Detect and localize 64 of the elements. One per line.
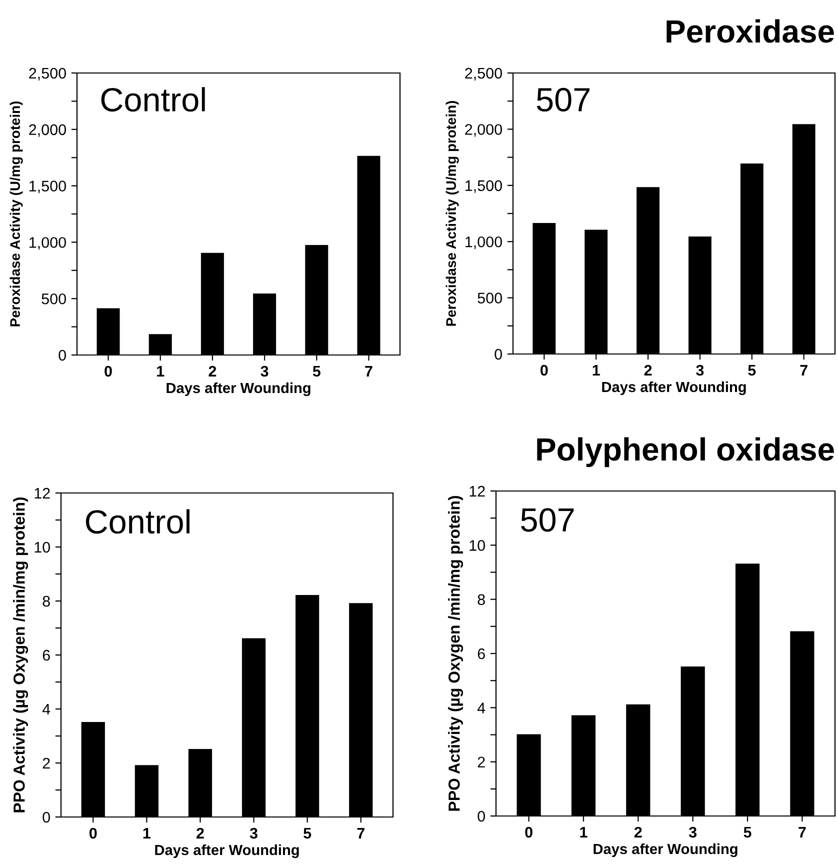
y-tick-label: 2,000 bbox=[465, 124, 502, 137]
annotation: Control bbox=[86, 509, 190, 534]
y-tick-label: 1,500 bbox=[466, 180, 502, 193]
x-tick-label: 3 bbox=[260, 366, 268, 377]
y-tick-label: 4 bbox=[42, 704, 50, 715]
x-tick-label: 5 bbox=[748, 364, 756, 376]
x-tick-label: 0 bbox=[525, 826, 532, 838]
y-tick-label: 0 bbox=[58, 350, 66, 361]
x-tick-label: 1 bbox=[143, 828, 150, 838]
y-tick-label: 2,500 bbox=[465, 68, 502, 80]
y-tick-label: 0 bbox=[42, 812, 50, 823]
y-tick-label: 12 bbox=[34, 488, 50, 499]
y-tick-label: 6 bbox=[478, 648, 485, 660]
y-tick-label: 1,500 bbox=[30, 180, 66, 194]
annotation: Control bbox=[101, 87, 205, 112]
chart-title: Polyphenol oxidase bbox=[537, 437, 834, 468]
y-axis-title: PPO Activity (µg Oxygen /min/mg protein) bbox=[448, 496, 464, 811]
y-tick-label: 8 bbox=[478, 594, 485, 606]
x-tick-label: 5 bbox=[312, 366, 320, 377]
chart-title: Peroxidase bbox=[666, 19, 834, 43]
x-tick-label: 1 bbox=[580, 826, 588, 838]
x-tick-label: 0 bbox=[540, 364, 548, 376]
x-tick-label: 7 bbox=[365, 366, 372, 376]
x-tick-label: 7 bbox=[800, 364, 808, 376]
x-tick-label: 5 bbox=[744, 826, 752, 838]
x-axis-title: Days after Wounding bbox=[594, 843, 738, 858]
y-tick-label: 1,000 bbox=[30, 237, 66, 250]
x-tick-label: 3 bbox=[696, 364, 704, 376]
x-tick-label: 3 bbox=[688, 826, 697, 838]
y-tick-label: 2,000 bbox=[29, 124, 66, 137]
y-tick-label: 6 bbox=[42, 650, 50, 661]
x-tick-label: 2 bbox=[634, 826, 642, 838]
x-tick-label: 3 bbox=[250, 828, 258, 839]
x-tick-label: 7 bbox=[357, 828, 364, 838]
y-tick-label: 12 bbox=[470, 486, 485, 497]
y-tick-label: 500 bbox=[478, 292, 502, 304]
x-tick-label: 7 bbox=[798, 826, 806, 838]
y-axis-title: Peroxidase Activity (U/mg protein) bbox=[10, 101, 23, 326]
x-tick-label: 0 bbox=[104, 366, 112, 377]
x-tick-label: 2 bbox=[208, 366, 216, 376]
x-tick-label: 1 bbox=[157, 366, 164, 376]
y-tick-label: 2,500 bbox=[29, 68, 66, 80]
x-axis-title: Days after Wounding bbox=[166, 382, 310, 396]
y-tick-label: 10 bbox=[34, 542, 50, 553]
x-tick-label: 2 bbox=[644, 364, 652, 376]
y-tick-label: 8 bbox=[42, 596, 50, 607]
y-tick-label: 10 bbox=[470, 540, 485, 551]
y-tick-label: 2 bbox=[42, 758, 50, 769]
annotation: 507 bbox=[536, 88, 590, 112]
y-tick-label: 0 bbox=[494, 348, 502, 360]
y-tick-label: 1,000 bbox=[466, 236, 502, 250]
x-tick-label: 5 bbox=[304, 828, 312, 839]
x-tick-label: 2 bbox=[196, 828, 204, 838]
y-tick-label: 4 bbox=[477, 702, 486, 714]
x-tick-label: 1 bbox=[592, 364, 600, 376]
x-axis-title: Days after Wounding bbox=[155, 844, 299, 858]
y-tick-label: 500 bbox=[42, 293, 66, 304]
y-tick-label: 2 bbox=[478, 756, 485, 768]
y-tick-label: 0 bbox=[478, 810, 485, 822]
y-axis-title: PPO Activity (µg Oxygen /min/mg protein) bbox=[13, 498, 28, 812]
x-tick-label: 0 bbox=[89, 828, 97, 839]
y-axis-title: Peroxidase Activity (U/mg protein) bbox=[446, 100, 459, 326]
x-axis-title: Days after Wounding bbox=[602, 381, 746, 396]
annotation: 507 bbox=[521, 508, 574, 532]
